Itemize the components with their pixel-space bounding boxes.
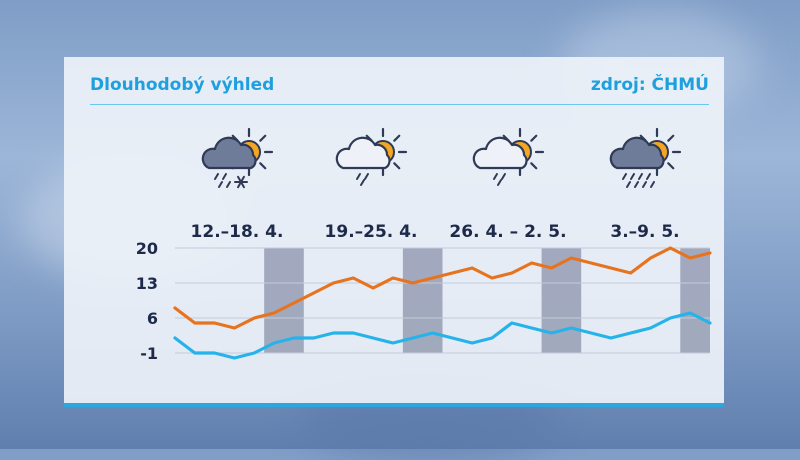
sun-ray [667,162,675,170]
panel-title: Dlouhodobý výhled [90,75,275,95]
cloud-shape [335,136,391,170]
rain-drop [226,181,231,188]
dark-cloud-sun-rain-icon [609,127,682,188]
snowflake-stroke [237,175,245,189]
y-tick-label: -1 [140,344,158,363]
weekend-band [541,248,582,353]
week-label: 12.–18. 4. [191,222,284,242]
sun-ray [393,162,401,170]
max-temperature-line [173,246,712,330]
cloud-shape [472,136,528,170]
sun-ray [259,134,267,142]
cloud-shape [201,136,257,170]
cloud-shape [609,136,665,170]
rain-drop [356,173,361,180]
rain-drop [214,173,219,180]
title-divider [90,104,709,105]
sun-ray [259,162,267,170]
rain-drop [360,179,365,186]
y-tick-label: 6 [147,309,158,328]
rain-drop [626,181,631,188]
rain-drop [634,181,639,188]
week-label: 3.–9. 5. [610,222,679,242]
cloud-sun-rain-snow-icon [201,127,274,189]
rain-drop [642,181,647,188]
cloud-sun-drizzle-icon [472,127,545,186]
source-label: zdroj: ČHMÚ [590,75,709,95]
rain-drop [622,173,627,180]
weekend-band [402,248,443,353]
sun-ray [530,134,538,142]
week-label: 26. 4. – 2. 5. [449,222,566,242]
min-temperature-line [173,311,712,360]
rain-drop [493,173,498,180]
sun-ray [393,134,401,142]
rain-drop [638,173,643,180]
rain-drop [501,173,506,180]
sun-ray [667,134,675,142]
sun-ray [530,162,538,170]
weekend-band [680,248,710,353]
rain-drop [218,181,223,188]
y-tick-label: 13 [136,274,158,293]
rain-drop [497,179,502,186]
rain-drop [650,181,655,188]
rain-drop [630,173,635,180]
temperature-chart: 20 13 6 -1 12.–18. 4. 19.–25. 4. 26. 4. – 2. 5… [136,127,712,363]
cloud-sun-drizzle-icon [335,127,408,186]
rain-drop [646,173,651,180]
week-label: 19.–25. 4. [325,222,418,242]
y-tick-label: 20 [136,239,158,258]
forecast-panel: Dlouhodobý výhled zdroj: ČHMÚ [64,57,724,407]
rain-drop [364,173,369,180]
rain-drop [222,173,227,180]
